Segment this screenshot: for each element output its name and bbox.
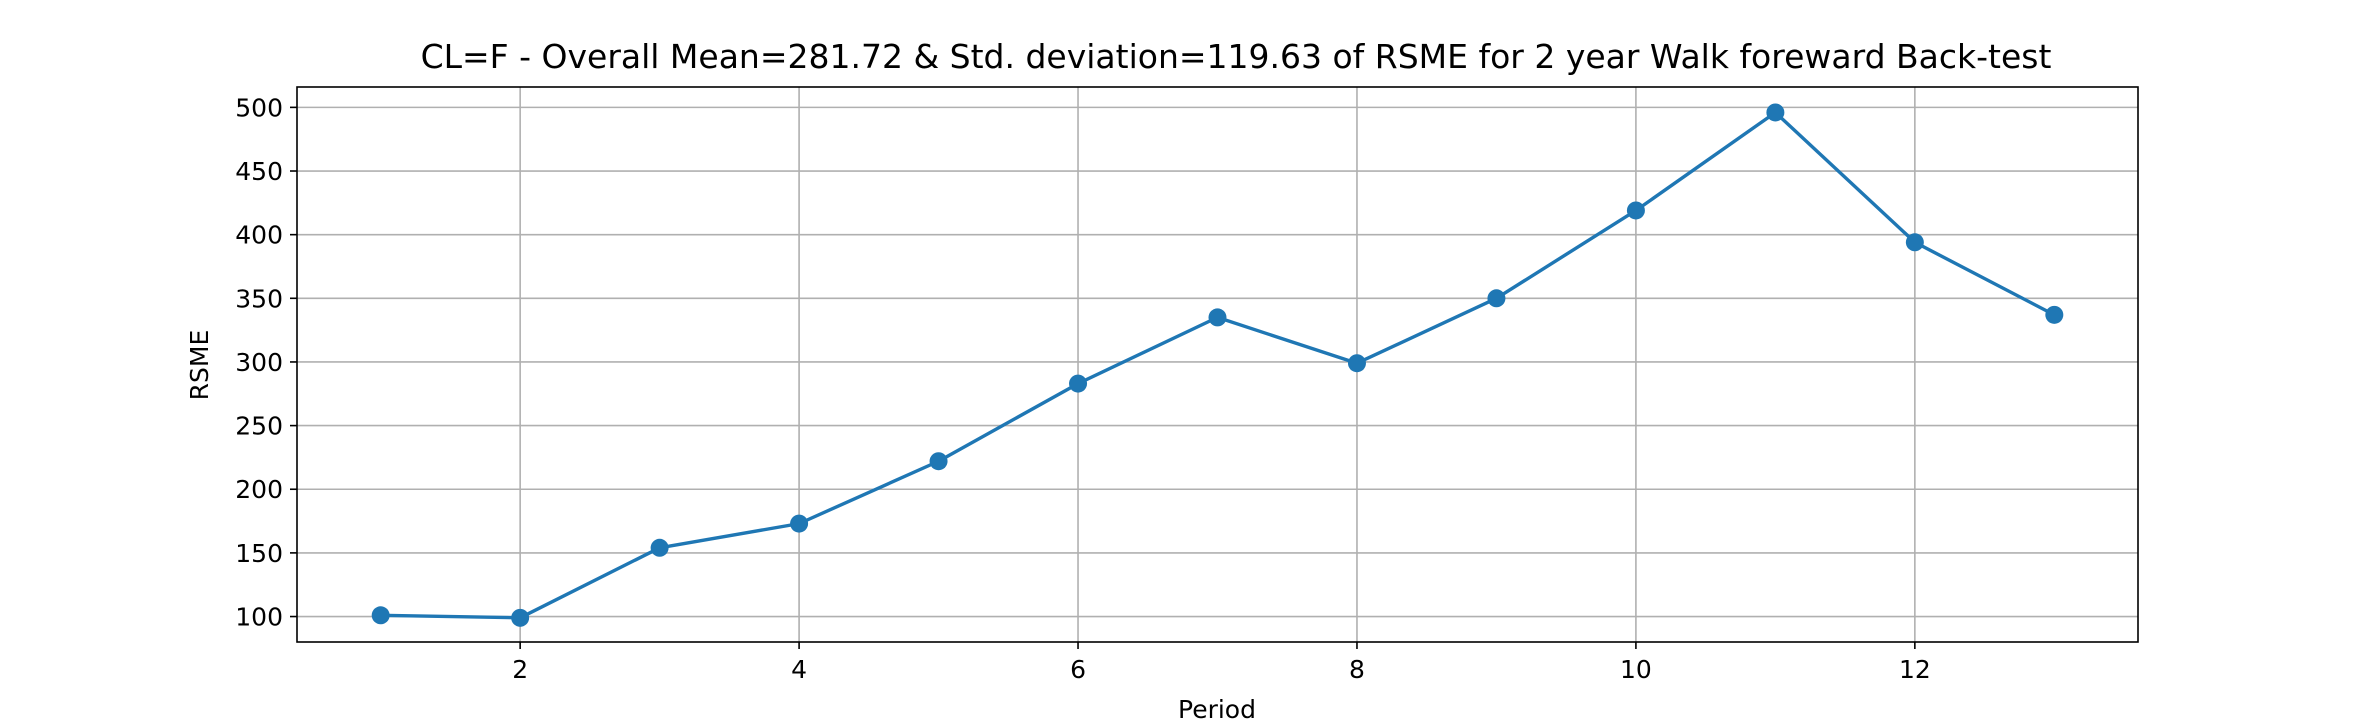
y-tick-label: 250 bbox=[235, 412, 283, 441]
y-tick-label: 300 bbox=[235, 348, 283, 377]
y-tick-label: 200 bbox=[235, 475, 283, 504]
grid-lines bbox=[297, 87, 2138, 642]
data-point bbox=[1626, 201, 1645, 220]
y-tick-label: 400 bbox=[235, 221, 283, 250]
data-point bbox=[1487, 289, 1506, 308]
x-axis-ticks: 2 4 6 8 10 12 bbox=[512, 642, 1931, 684]
y-tick-label: 450 bbox=[235, 157, 283, 186]
data-point bbox=[1766, 103, 1785, 122]
y-tick-label: 500 bbox=[235, 93, 283, 122]
chart-title: CL=F - Overall Mean=281.72 & Std. deviat… bbox=[421, 37, 2052, 76]
data-point bbox=[1347, 354, 1366, 373]
x-tick-label: 12 bbox=[1899, 655, 1931, 684]
data-point bbox=[1208, 308, 1227, 327]
y-tick-label: 350 bbox=[235, 284, 283, 313]
plot-area-frame bbox=[296, 86, 2139, 643]
data-point bbox=[2045, 305, 2064, 324]
y-axis-ticks: 100 150 200 250 300 350 400 450 500 bbox=[235, 93, 297, 632]
series-line bbox=[378, 110, 2057, 620]
data-point bbox=[1905, 233, 1924, 252]
data-point bbox=[371, 606, 390, 625]
data-point bbox=[1069, 374, 1088, 393]
x-axis-label: Period bbox=[1178, 695, 1256, 720]
x-tick-label: 10 bbox=[1620, 655, 1652, 684]
data-point bbox=[511, 608, 530, 627]
y-tick-label: 150 bbox=[235, 539, 283, 568]
y-axis-label: RSME bbox=[185, 330, 214, 401]
data-point bbox=[790, 514, 809, 533]
x-tick-label: 8 bbox=[1349, 655, 1365, 684]
data-series bbox=[371, 103, 2064, 627]
data-point bbox=[650, 538, 669, 557]
data-point bbox=[929, 452, 948, 471]
x-tick-label: 2 bbox=[512, 655, 528, 684]
x-tick-label: 6 bbox=[1070, 655, 1086, 684]
y-tick-label: 100 bbox=[235, 603, 283, 632]
x-tick-label: 4 bbox=[791, 655, 807, 684]
